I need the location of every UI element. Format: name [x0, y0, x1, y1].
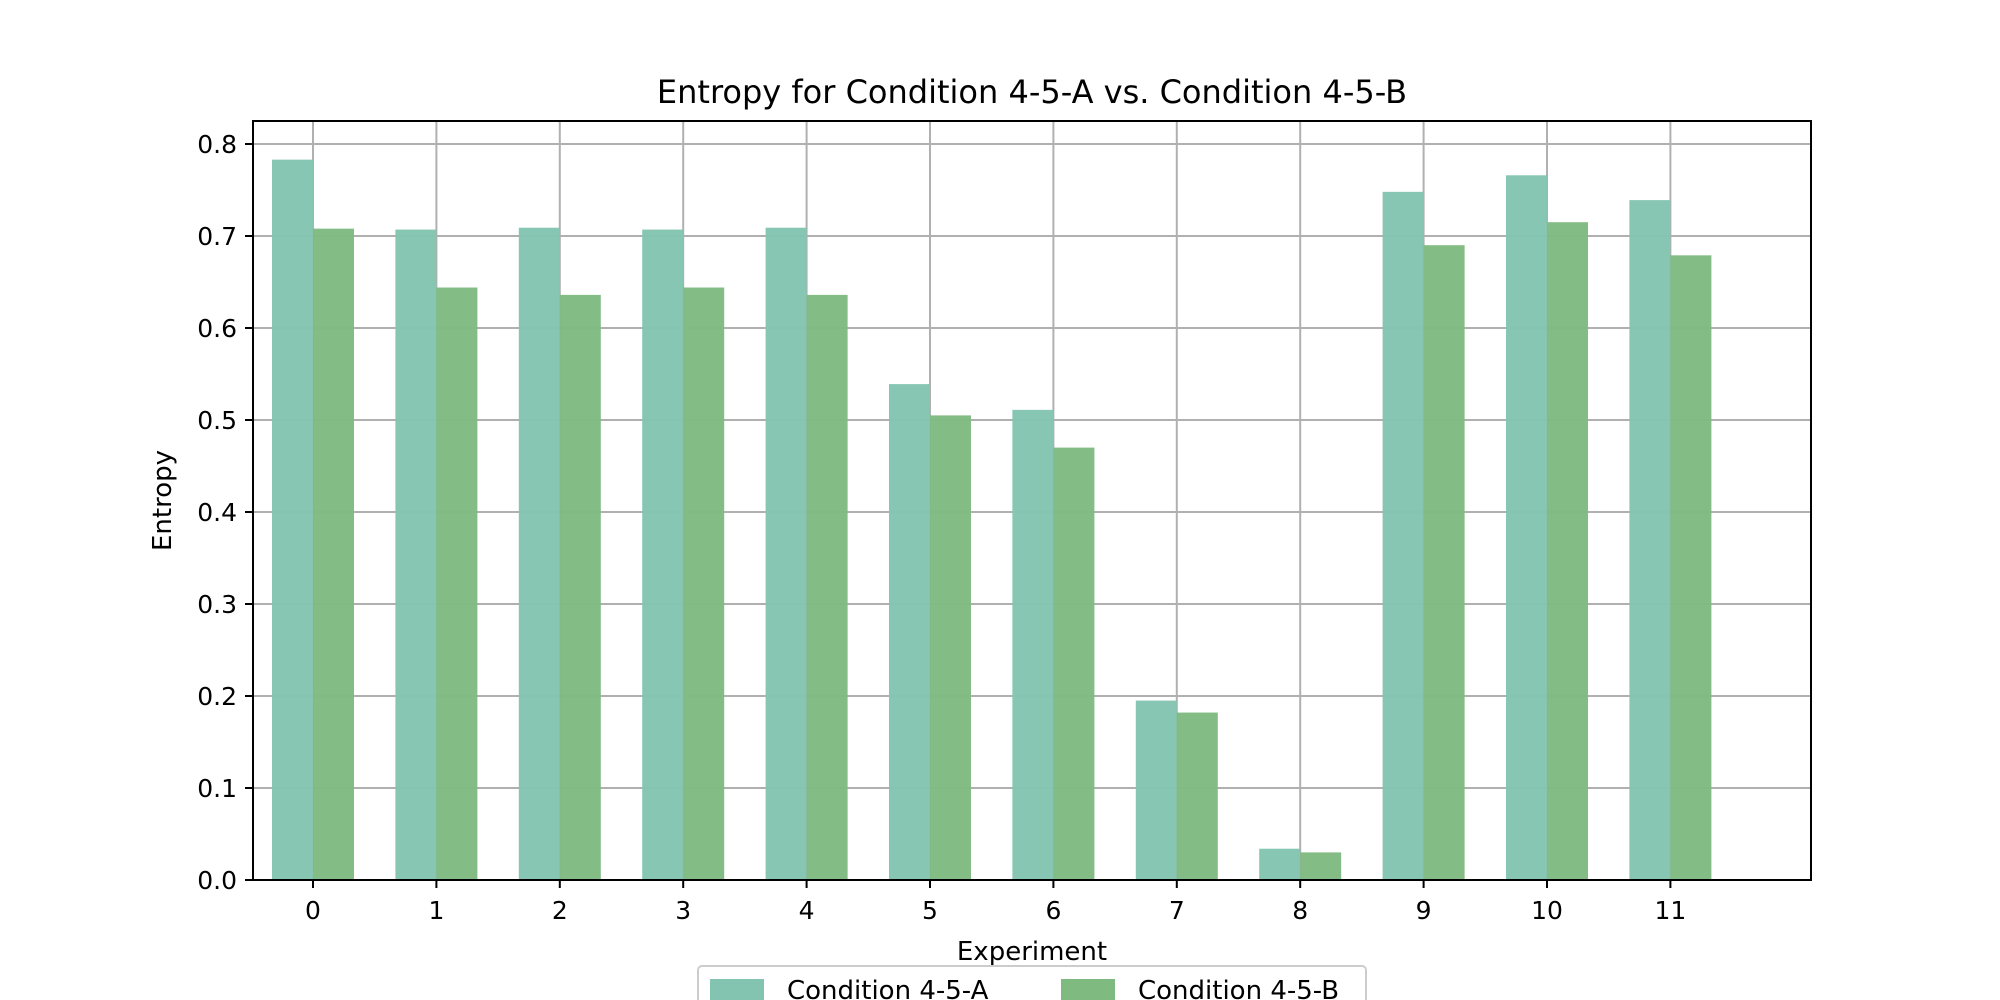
x-tick-label: 10: [1531, 896, 1563, 925]
y-tick-label: 0.6: [197, 314, 237, 343]
bar-condition-4-5-a-exp-6: [1012, 409, 1054, 880]
bar-condition-4-5-a-exp-7: [1135, 700, 1177, 880]
bars-layer: [272, 159, 1712, 881]
x-tick-label: 5: [922, 896, 938, 925]
x-tick-label: 2: [552, 896, 568, 925]
x-axis-title: Experiment: [957, 937, 1107, 967]
bar-condition-4-5-b-exp-2: [559, 294, 601, 880]
bar-condition-4-5-b-exp-8: [1300, 852, 1342, 880]
y-tick-label: 0.2: [197, 682, 237, 711]
bar-condition-4-5-b-exp-3: [683, 287, 725, 880]
bar-condition-4-5-b-exp-4: [806, 294, 848, 880]
y-tick-label: 0.4: [197, 498, 237, 527]
bar-condition-4-5-b-exp-10: [1547, 222, 1588, 880]
bar-condition-4-5-a-exp-9: [1382, 191, 1424, 881]
bar-condition-4-5-a-exp-1: [395, 229, 437, 880]
bar-condition-4-5-a-exp-4: [765, 227, 807, 881]
plot-frame: [252, 120, 1812, 881]
x-tick-label: 7: [1169, 896, 1185, 925]
y-axis-title: Entropy: [148, 450, 178, 551]
bar-condition-4-5-a-exp-2: [518, 227, 560, 881]
bar-condition-4-5-a-exp-5: [889, 384, 930, 880]
legend-swatch-condition-4-5-a: [710, 979, 764, 1000]
y-tick-label: 0.5: [197, 406, 237, 435]
legend-label-condition-4-5-b: Condition 4-5-B: [1138, 976, 1339, 1000]
y-tick-label: 0.7: [197, 222, 237, 251]
legend-label-condition-4-5-a: Condition 4-5-A: [787, 976, 989, 1000]
bar-condition-4-5-b-exp-0: [313, 228, 354, 880]
y-tick-label: 0.1: [197, 774, 237, 803]
bar-condition-4-5-a-exp-11: [1629, 200, 1671, 880]
y-tick-label: 0.3: [197, 590, 237, 619]
x-tick-label: 4: [799, 896, 815, 925]
bar-condition-4-5-b-exp-11: [1670, 255, 1712, 880]
bar-condition-4-5-b-exp-6: [1053, 447, 1095, 880]
bar-condition-4-5-b-exp-9: [1423, 245, 1465, 880]
bar-condition-4-5-b-exp-1: [436, 287, 478, 880]
x-tick-label: 0: [305, 896, 321, 925]
chart-title: Entropy for Condition 4-5-A vs. Conditio…: [657, 73, 1407, 111]
x-tick-label: 6: [1045, 896, 1061, 925]
bar-condition-4-5-b-exp-7: [1176, 712, 1218, 880]
x-tick-label: 1: [428, 896, 444, 925]
legend-box: [697, 965, 1367, 1000]
x-tick-label: 11: [1654, 896, 1686, 925]
x-tick-label: 3: [675, 896, 691, 925]
bar-condition-4-5-b-exp-5: [930, 415, 971, 880]
ticks-layer: 0.0 0.1 0.2 0.3 0.4 0.5 0.6 0.7 0.8 0 1 2 3 4 5 6 7 8 9 10 1…: [197, 130, 1686, 925]
legend-swatch-condition-4-5-b: [1061, 979, 1115, 1000]
bar-condition-4-5-a-exp-8: [1259, 848, 1301, 880]
y-tick-label: 0.8: [197, 130, 237, 159]
bar-condition-4-5-a-exp-3: [642, 229, 684, 880]
legend: Condition 4-5-A Condition 4-5-B: [697, 965, 1367, 1000]
bar-condition-4-5-a-exp-0: [272, 159, 313, 880]
x-tick-label: 9: [1416, 896, 1432, 925]
y-tick-label: 0.0: [197, 866, 237, 895]
bar-condition-4-5-a-exp-10: [1506, 175, 1547, 880]
x-tick-label: 8: [1292, 896, 1308, 925]
